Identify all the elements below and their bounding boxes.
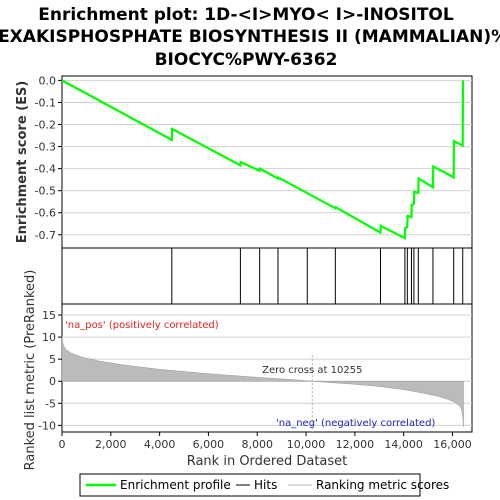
es-panel-frame xyxy=(61,75,473,249)
es-panel: 0.0 -0.1 -0.2 -0.3 -0.4 -0.5 -0.6 -0.7 Enrichme… xyxy=(15,74,473,249)
metric-y-ticks: 15 10 5 0 -5 -10 xyxy=(38,309,62,432)
x-tick-label: 4,000 xyxy=(144,438,176,451)
es-y-tick-label: -0.1 xyxy=(35,96,56,109)
metric-y-tick-label: 10 xyxy=(42,331,56,344)
chart-title-line-3: BIOCYC%PWY-6362 xyxy=(155,50,338,70)
hit-markers xyxy=(171,248,464,304)
pos-correlated-label: 'na_pos' (positively correlated) xyxy=(65,320,219,331)
zero-cross-label: Zero cross at 10255 xyxy=(262,365,362,376)
legend-label-hits: Hits xyxy=(254,478,277,492)
es-y-ticks: 0.0 -0.1 -0.2 -0.3 -0.4 -0.5 -0.6 -0.7 xyxy=(35,74,62,242)
es-y-tick-label: -0.2 xyxy=(35,119,56,132)
ranking-metric-area xyxy=(61,336,464,427)
metric-y-tick-label: -5 xyxy=(45,397,56,410)
metric-y-axis-label: Ranked list metric (PreRanked) xyxy=(23,270,38,471)
legend-label-profile: Enrichment profile xyxy=(120,478,231,492)
es-y-tick-label: -0.4 xyxy=(35,163,56,176)
legend-label-metric: Ranking metric scores xyxy=(316,478,449,492)
es-y-axis-label: Enrichment score (ES) xyxy=(15,81,30,244)
hits-panel-frame xyxy=(61,247,473,305)
neg-correlated-label: 'na_neg' (negatively correlated) xyxy=(276,418,435,429)
metric-y-tick-label: 0 xyxy=(49,375,56,388)
metric-panel: Zero cross at 10255 'na_pos' (positively… xyxy=(23,270,473,471)
legend: Enrichment profile Hits Ranking metric s… xyxy=(79,473,449,497)
x-tick-label: 10,000 xyxy=(287,438,326,451)
x-tick-label: 2,000 xyxy=(95,438,127,451)
es-gridlines xyxy=(62,79,472,236)
es-y-tick-label: -0.6 xyxy=(35,207,56,220)
x-tick-label: 8,000 xyxy=(241,438,273,451)
x-tick-label: 12,000 xyxy=(336,438,375,451)
x-axis-label: Rank in Ordered Dataset xyxy=(187,454,348,469)
x-axis-ticks: 0 2,000 4,000 6,000 8,000 10,000 12,000 14,000 1… xyxy=(59,432,472,451)
x-tick-label: 14,000 xyxy=(384,438,423,451)
chart-title-line-2: HEXAKISPHOSPHATE BIOSYNTHESIS II (MAMMAL… xyxy=(0,27,500,47)
x-tick-label: 16,000 xyxy=(433,438,472,451)
enrichment-profile-line xyxy=(61,79,465,240)
x-tick-label: 6,000 xyxy=(193,438,225,451)
x-tick-label: 0 xyxy=(59,438,66,451)
metric-y-tick-label: 5 xyxy=(49,353,56,366)
hits-panel xyxy=(61,247,473,305)
es-y-tick-label: -0.7 xyxy=(35,229,56,242)
chart-title-line-1: Enrichment plot: 1D-<I>MYO< I>-INOSITOL xyxy=(38,5,454,25)
es-y-tick-label: -0.3 xyxy=(35,141,56,154)
metric-y-tick-label: 15 xyxy=(42,309,56,322)
metric-y-tick-label: -10 xyxy=(38,419,56,432)
es-y-tick-label: -0.5 xyxy=(35,185,56,198)
es-y-tick-label: 0.0 xyxy=(39,74,57,87)
